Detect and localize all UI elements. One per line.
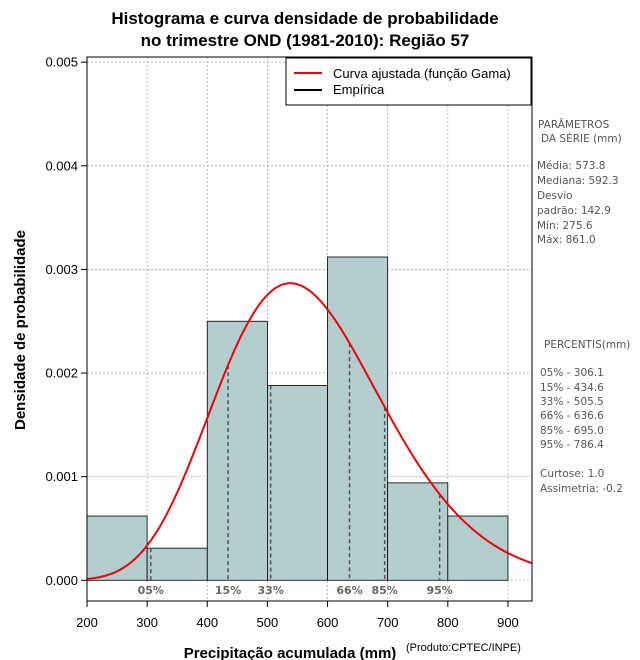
x-tick-label: 400	[196, 615, 218, 630]
y-tick-label: 0.004	[45, 158, 78, 173]
percentil-85: 85% - 695.0	[540, 425, 604, 437]
y-tick-label: 0.003	[45, 262, 78, 277]
percentile-label: 05%	[138, 584, 164, 597]
x-tick-label: 500	[257, 615, 279, 630]
histogram-bar	[387, 482, 449, 581]
credit-label: (Produto:CPTEC/INPE)	[406, 642, 521, 654]
percentile-label: 15%	[215, 584, 241, 597]
x-tick-label: 600	[317, 615, 339, 630]
chart-title-line1: Histograma e curva densidade de probabil…	[111, 9, 498, 28]
percentile-label: 33%	[258, 584, 284, 597]
x-axis: 200 300 400 500 600 700 800 900	[76, 601, 519, 630]
chart-title-line2: no trimestre OND (1981-2010): Região 57	[141, 31, 470, 50]
y-axis-label: Densidade de probabilidade	[12, 230, 29, 430]
percentil-05: 05% - 306.1	[540, 367, 604, 379]
percentile-labels: 05% 15% 33% 66% 85% 95%	[138, 584, 453, 597]
histogram-bar	[327, 256, 389, 581]
histogram-bar	[146, 547, 208, 581]
histogram-bar	[206, 320, 268, 581]
percentile-label: 66%	[336, 584, 362, 597]
y-tick-label: 0.001	[45, 469, 78, 484]
params-title-2: DA SÉRIE (mm)	[541, 132, 622, 145]
legend-curve-label: Curva ajustada (função Gama)	[333, 66, 511, 81]
x-tick-label: 700	[377, 615, 399, 630]
param-desvio-1: Desvio	[537, 190, 573, 202]
percentile-lines	[150, 343, 441, 581]
param-max: Máx: 861.0	[537, 234, 596, 246]
histogram-bar	[267, 385, 328, 581]
param-desvio-2: padrão: 142.9	[537, 205, 611, 217]
curtose: Curtose: 1.0	[540, 468, 604, 480]
y-tick-label: 0.000	[45, 573, 78, 588]
param-media: Média: 573.8	[537, 160, 605, 172]
param-mediana: Mediana: 592.3	[537, 175, 619, 187]
gamma-fit-curve	[86, 282, 533, 580]
percentil-95: 95% - 786.4	[540, 439, 604, 451]
x-tick-label: 800	[437, 615, 459, 630]
percentile-label: 95%	[426, 584, 452, 597]
x-tick-label: 200	[76, 615, 98, 630]
percentile-label: 85%	[371, 584, 397, 597]
plot-frame	[86, 56, 533, 602]
params-title-1: PARÂMETROS	[538, 118, 610, 131]
x-axis-label: Precipitação acumulada (mm)	[184, 645, 397, 660]
histogram-bar	[86, 515, 148, 581]
percentil-15: 15% - 434.6	[540, 382, 604, 394]
percentis-title: PERCENTIS(mm)	[544, 339, 630, 351]
legend-empirical-label: Empírica	[333, 82, 385, 97]
y-tick-label: 0.005	[45, 55, 78, 70]
percentil-66: 66% - 636.6	[540, 410, 604, 422]
side-panel: PARÂMETROS DA SÉRIE (mm) Média: 573.8 Me…	[537, 118, 630, 495]
x-tick-label: 300	[136, 615, 158, 630]
param-min: Mín: 275.6	[537, 220, 593, 232]
x-tick-label: 900	[497, 615, 519, 630]
legend: Curva ajustada (função Gama) Empírica	[285, 57, 532, 106]
histogram-bars	[86, 256, 509, 581]
y-tick-label: 0.002	[45, 366, 78, 381]
percentil-33: 33% - 505.5	[540, 396, 604, 408]
legend-box	[285, 57, 532, 106]
y-axis: 0.000 0.001 0.002 0.003 0.004 0.005	[45, 55, 87, 588]
assimetria: Assimetria: -0.2	[540, 483, 623, 495]
